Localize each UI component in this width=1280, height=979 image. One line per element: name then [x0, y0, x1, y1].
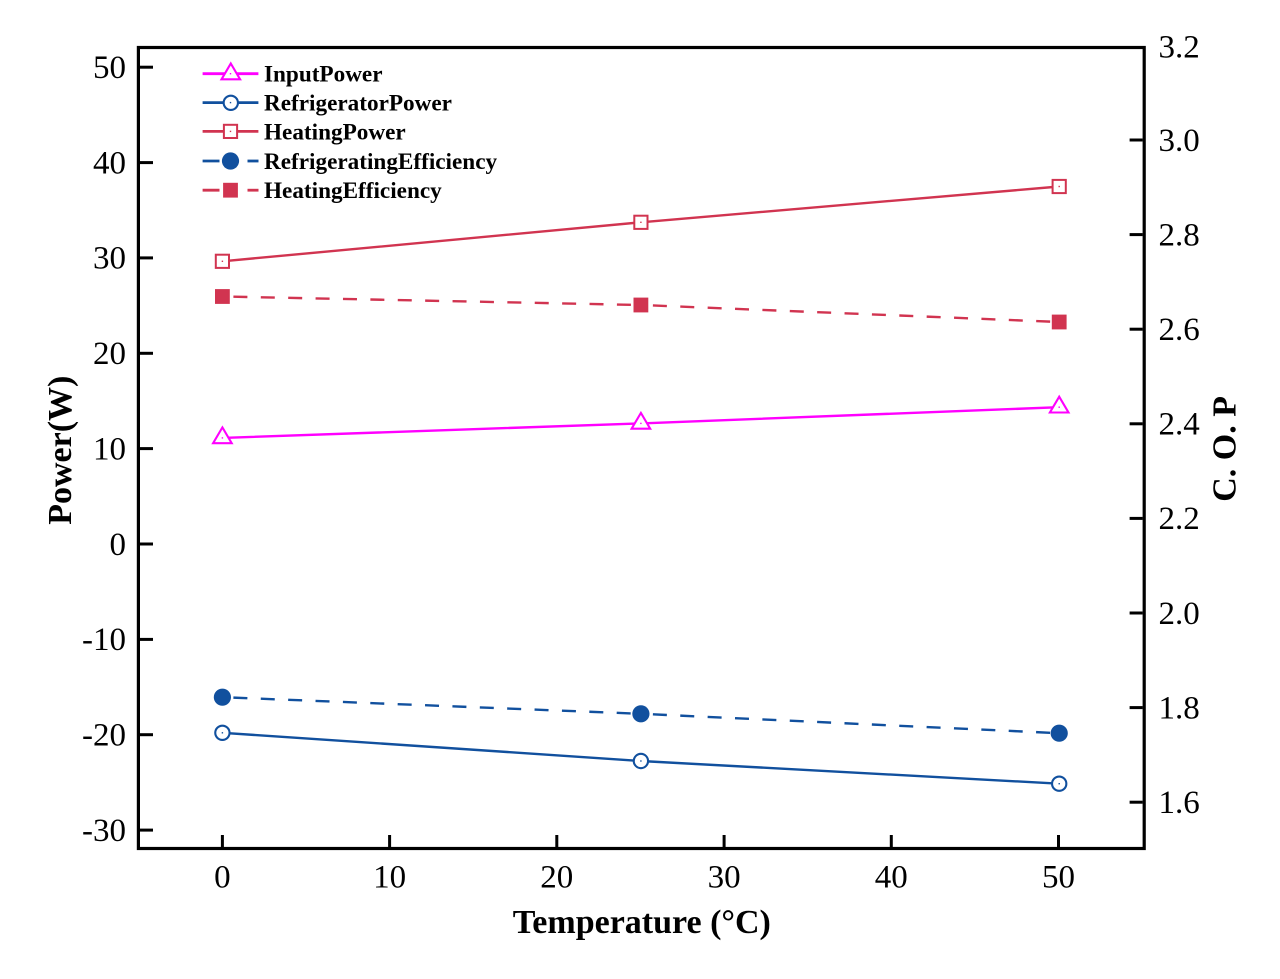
- svg-text:2.6: 2.6: [1159, 312, 1200, 348]
- svg-text:2.8: 2.8: [1159, 217, 1200, 253]
- svg-text:20: 20: [540, 859, 573, 895]
- svg-text:2.0: 2.0: [1159, 596, 1200, 632]
- svg-text:RefrigeratingEfficiency: RefrigeratingEfficiency: [264, 149, 497, 175]
- svg-text:10: 10: [373, 859, 406, 895]
- svg-text:RefrigeratorPower: RefrigeratorPower: [264, 91, 452, 117]
- svg-text:2.4: 2.4: [1159, 407, 1200, 443]
- svg-text:C. O. P: C. O. P: [1207, 396, 1244, 502]
- svg-text:2.2: 2.2: [1159, 501, 1200, 537]
- svg-text:20: 20: [93, 336, 126, 372]
- svg-text:0: 0: [110, 527, 127, 563]
- svg-text:50: 50: [93, 50, 126, 86]
- svg-text:30: 30: [708, 859, 741, 895]
- svg-text:40: 40: [93, 145, 126, 181]
- svg-text:50: 50: [1042, 859, 1075, 895]
- svg-text:Temperature (°C): Temperature (°C): [513, 904, 771, 941]
- svg-text:30: 30: [93, 241, 126, 277]
- svg-text:-10: -10: [82, 622, 126, 658]
- svg-text:InputPower: InputPower: [264, 62, 383, 88]
- svg-text:1.6: 1.6: [1159, 785, 1200, 821]
- svg-text:HeatingEfficiency: HeatingEfficiency: [264, 178, 442, 204]
- svg-text:40: 40: [875, 859, 908, 895]
- svg-text:-30: -30: [82, 813, 126, 849]
- svg-text:HeatingPower: HeatingPower: [264, 119, 406, 145]
- svg-text:3.0: 3.0: [1159, 123, 1200, 159]
- svg-text:1.8: 1.8: [1159, 690, 1200, 726]
- svg-text:10: 10: [93, 431, 126, 467]
- svg-text:Power(W): Power(W): [42, 376, 79, 525]
- svg-text:0: 0: [214, 859, 231, 895]
- svg-text:-20: -20: [82, 718, 126, 754]
- svg-text:3.2: 3.2: [1159, 29, 1200, 65]
